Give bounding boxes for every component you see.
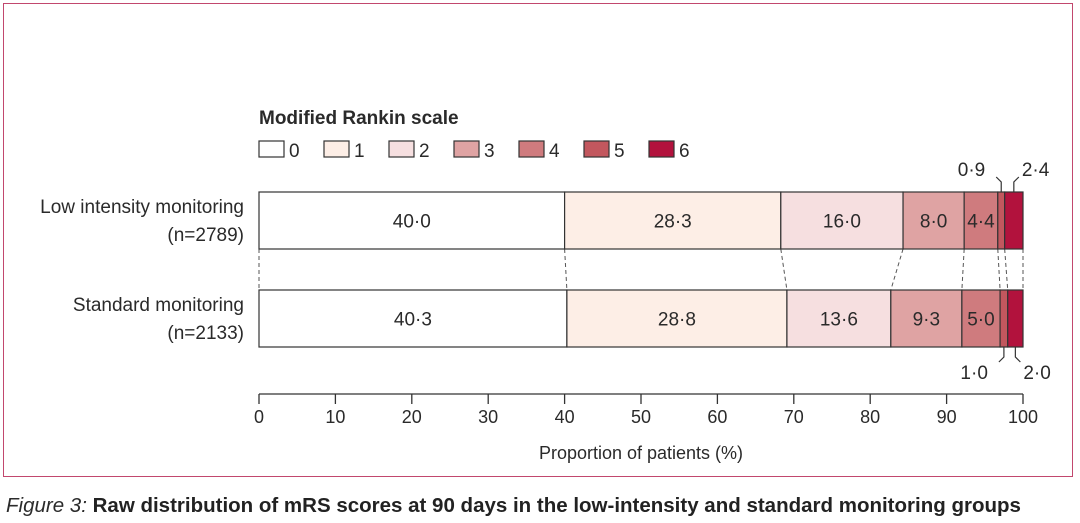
bar-segment-g0-c1 xyxy=(563,191,782,250)
bar-segment-g1-c6 xyxy=(1007,289,1024,348)
bar-segment-g1-c0 xyxy=(258,289,568,348)
legend-swatch-2 xyxy=(388,140,415,158)
legend-swatch-5 xyxy=(583,140,610,158)
x-tick-label: 100 xyxy=(1008,407,1038,427)
legend-label-0: 0 xyxy=(289,141,300,162)
group-label: (n=2789) xyxy=(167,225,244,246)
bar-value-label: 4·4 xyxy=(967,212,995,233)
bar-value-label: 28·8 xyxy=(658,310,696,331)
bar-value-label: 9·3 xyxy=(913,310,940,331)
bars xyxy=(258,191,1024,348)
legend-label-6: 6 xyxy=(679,141,690,162)
legend-title: Modified Rankin scale xyxy=(259,108,459,129)
leader-line xyxy=(1013,176,1020,192)
caption-label: Figure 3: xyxy=(6,494,87,517)
legend-swatch-6 xyxy=(648,140,675,158)
outer-value-label: 2·0 xyxy=(1023,363,1050,384)
leader-line xyxy=(998,347,1005,363)
bar-segment-g1-c5 xyxy=(999,289,1009,348)
bar-segment-g1-c1 xyxy=(566,289,788,348)
bar-segment-g1-c2 xyxy=(786,289,892,348)
outer-value-label: 2·4 xyxy=(1022,160,1050,181)
x-tick-label: 40 xyxy=(555,407,575,427)
bar-value-label: 40·0 xyxy=(393,212,431,233)
bar-value-label: 13·6 xyxy=(820,310,858,331)
connector-line xyxy=(997,248,1001,291)
x-tick-label: 20 xyxy=(402,407,422,427)
x-tick-label: 10 xyxy=(325,407,345,427)
legend-swatch-4 xyxy=(518,140,545,158)
figure-caption: Figure 3: Raw distribution of mRS scores… xyxy=(6,494,1021,518)
connector-line xyxy=(1004,248,1009,291)
legend-swatch-1 xyxy=(323,140,350,158)
legend-swatch-3 xyxy=(453,140,480,158)
connector-line xyxy=(961,248,965,291)
x-tick-label: 30 xyxy=(478,407,498,427)
group-label: Low intensity monitoring xyxy=(40,197,244,218)
x-tick-label: 0 xyxy=(254,407,264,427)
connector-line xyxy=(890,248,904,291)
bar-segment-g1-c3 xyxy=(890,289,963,348)
bar-value-label: 5·0 xyxy=(967,310,994,331)
bar-segment-g0-c4 xyxy=(963,191,999,250)
legend-label-3: 3 xyxy=(484,141,495,162)
leader-line xyxy=(1014,347,1021,363)
bar-segment-g0-c6 xyxy=(1004,191,1024,250)
bar-value-label: 28·3 xyxy=(654,212,692,233)
bar-value-label: 16·0 xyxy=(823,212,861,233)
legend-label-5: 5 xyxy=(614,141,625,162)
stacked-bar-chart: Modified Rankin scale 0 1 2 3 4 5 6 Low intens… xyxy=(40,108,1051,463)
bar-segment-g0-c0 xyxy=(258,191,566,250)
legend-label-1: 1 xyxy=(354,141,365,162)
connector-line xyxy=(564,248,568,291)
outer-value-label: 1·0 xyxy=(960,363,987,384)
group-label: (n=2133) xyxy=(167,323,244,344)
x-tick-label: 50 xyxy=(631,407,651,427)
bar-segment-g1-c4 xyxy=(961,289,1001,348)
x-axis: 0 10 20 30 40 50 60 70 80 90 100 xyxy=(254,393,1038,427)
x-tick-label: 60 xyxy=(707,407,727,427)
figure-frame xyxy=(3,3,1073,477)
x-tick-label: 80 xyxy=(860,407,880,427)
x-tick-label: 90 xyxy=(937,407,957,427)
bar-segment-g0-c5 xyxy=(997,191,1006,250)
group-labels: Low intensity monitoring (n=2789) Standard… xyxy=(40,197,244,344)
outer-labels: 0·9 2·4 1·0 2·0 xyxy=(958,160,1051,384)
legend-label-4: 4 xyxy=(549,141,560,162)
bar-value-label: 8·0 xyxy=(920,212,947,233)
bar-segment-g0-c3 xyxy=(902,191,965,250)
connector-lines xyxy=(258,248,1024,291)
legend-swatch-0 xyxy=(258,140,285,158)
connector-line xyxy=(780,248,788,291)
caption-text: Raw distribution of mRS scores at 90 day… xyxy=(92,494,1021,517)
leader-line xyxy=(995,176,1002,192)
legend-label-2: 2 xyxy=(419,141,430,162)
group-label: Standard monitoring xyxy=(73,295,244,316)
outer-value-label: 0·9 xyxy=(958,160,985,181)
bar-labels: 40·0 28·3 16·0 8·0 4·4 40·3 28·8 13·6 9·3 5·0 xyxy=(393,212,995,331)
x-axis-label: Proportion of patients (%) xyxy=(539,443,743,463)
x-tick-label: 70 xyxy=(784,407,804,427)
legend: Modified Rankin scale 0 1 2 3 4 5 6 xyxy=(258,108,690,162)
bar-value-label: 40·3 xyxy=(394,310,432,331)
